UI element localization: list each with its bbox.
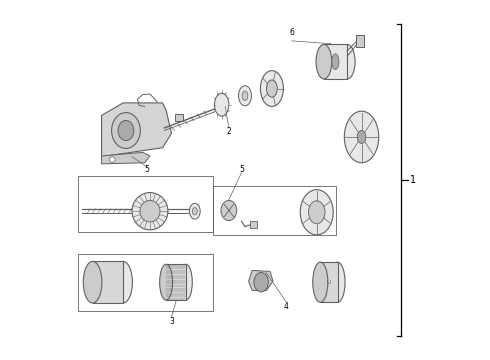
Text: U: U: [327, 280, 331, 285]
Bar: [166, 264, 186, 300]
Text: 3: 3: [169, 317, 174, 326]
Bar: [78, 176, 213, 232]
Text: 2: 2: [226, 127, 231, 136]
Ellipse shape: [190, 203, 200, 219]
Ellipse shape: [140, 201, 160, 222]
Ellipse shape: [118, 121, 134, 140]
Ellipse shape: [192, 208, 197, 215]
Bar: [320, 262, 338, 302]
Ellipse shape: [160, 264, 172, 300]
Polygon shape: [101, 103, 172, 157]
Ellipse shape: [254, 273, 269, 292]
Text: 1: 1: [410, 175, 416, 185]
Bar: [356, 35, 364, 46]
Ellipse shape: [239, 86, 251, 106]
Text: 6: 6: [289, 28, 294, 37]
Bar: [250, 221, 257, 228]
Ellipse shape: [300, 190, 333, 235]
Bar: [213, 186, 337, 234]
Bar: [324, 44, 347, 79]
Ellipse shape: [330, 262, 345, 302]
Ellipse shape: [112, 113, 140, 148]
Ellipse shape: [221, 201, 237, 221]
Polygon shape: [101, 152, 150, 164]
Ellipse shape: [242, 91, 248, 100]
Ellipse shape: [260, 71, 283, 107]
Ellipse shape: [83, 261, 102, 303]
Ellipse shape: [344, 111, 379, 163]
Ellipse shape: [109, 157, 115, 162]
Text: 5: 5: [144, 166, 149, 175]
Ellipse shape: [316, 44, 332, 79]
Ellipse shape: [114, 261, 132, 303]
Ellipse shape: [339, 44, 355, 79]
Bar: [78, 253, 213, 311]
Bar: [93, 261, 123, 303]
Ellipse shape: [215, 93, 229, 116]
Bar: [175, 114, 183, 121]
Text: 4: 4: [284, 302, 289, 311]
Ellipse shape: [357, 131, 366, 143]
Ellipse shape: [179, 264, 192, 300]
Text: 5: 5: [239, 165, 244, 174]
Ellipse shape: [132, 193, 168, 230]
Ellipse shape: [309, 201, 325, 224]
Ellipse shape: [267, 80, 277, 97]
Polygon shape: [248, 270, 273, 291]
Ellipse shape: [313, 262, 328, 302]
Ellipse shape: [332, 54, 339, 69]
